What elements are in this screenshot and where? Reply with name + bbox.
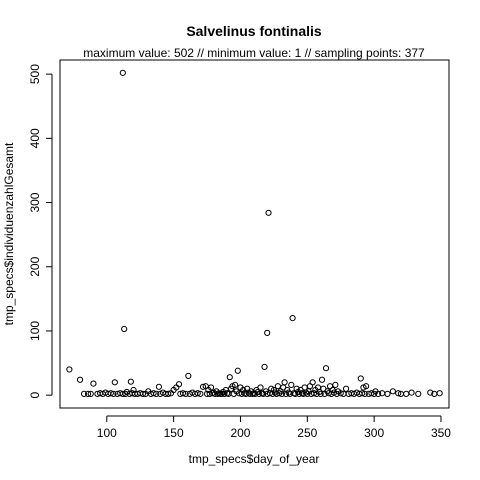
data-point xyxy=(318,376,326,383)
data-point xyxy=(127,378,134,385)
x-tick-label: 300 xyxy=(364,426,384,440)
data-point xyxy=(150,390,157,397)
data-point xyxy=(207,384,215,391)
data-point xyxy=(139,390,146,397)
data-point xyxy=(278,390,286,397)
x-tick-label: 150 xyxy=(164,426,184,440)
data-point xyxy=(90,380,97,387)
data-point xyxy=(185,372,192,379)
data-point xyxy=(66,366,73,373)
data-point xyxy=(274,383,281,390)
data-point xyxy=(110,390,117,397)
data-point xyxy=(389,388,396,395)
data-point xyxy=(179,390,187,397)
data-point xyxy=(289,315,296,322)
data-point xyxy=(76,376,84,383)
data-point xyxy=(199,383,207,390)
y-tick-label: 200 xyxy=(28,256,42,276)
y-tick-label: 0 xyxy=(28,392,42,399)
data-point xyxy=(359,390,366,397)
data-point xyxy=(234,367,241,374)
data-point xyxy=(288,381,295,388)
data-point xyxy=(257,384,264,391)
data-points xyxy=(66,69,443,397)
data-point xyxy=(221,390,228,397)
data-point xyxy=(309,379,316,386)
x-tick-label: 200 xyxy=(230,426,250,440)
x-axis: 100 150 200 250 300 350 xyxy=(97,415,451,440)
data-point xyxy=(296,390,303,397)
data-point xyxy=(408,389,415,396)
data-point xyxy=(107,390,114,397)
data-point xyxy=(322,365,330,372)
data-point xyxy=(130,386,137,394)
data-point xyxy=(384,390,391,397)
data-point xyxy=(337,390,344,397)
data-point xyxy=(332,381,339,388)
data-point xyxy=(175,381,183,388)
y-tick-label: 100 xyxy=(28,321,42,341)
y-axis-label: tmp_specs$individuenzahlGesamt xyxy=(2,142,16,325)
data-point xyxy=(256,390,263,397)
x-tick-label: 100 xyxy=(97,426,117,440)
y-axis: 0 100 200 300 400 500 xyxy=(28,64,53,399)
data-point xyxy=(153,390,160,397)
data-point xyxy=(165,390,172,397)
data-point xyxy=(265,209,272,216)
data-point xyxy=(238,390,245,397)
y-tick-label: 500 xyxy=(28,64,42,84)
data-point xyxy=(194,390,201,397)
data-point xyxy=(87,390,94,397)
data-point xyxy=(357,375,364,382)
data-point xyxy=(155,383,163,390)
data-point xyxy=(375,390,382,397)
data-point xyxy=(119,69,126,76)
data-point xyxy=(264,329,271,336)
data-point xyxy=(427,389,434,396)
data-point xyxy=(415,390,422,397)
data-point xyxy=(182,390,189,397)
data-point xyxy=(232,381,239,388)
data-point xyxy=(226,374,233,381)
data-point xyxy=(84,390,92,397)
chart-subtitle: maximum value: 502 // minimum value: 1 /… xyxy=(83,46,425,60)
data-point xyxy=(261,363,268,371)
data-point xyxy=(395,390,402,397)
plot-frame xyxy=(59,59,450,409)
data-point xyxy=(281,379,288,386)
data-point xyxy=(80,390,88,397)
data-point xyxy=(436,390,443,397)
data-point xyxy=(197,390,204,397)
x-tick-label: 350 xyxy=(431,426,451,440)
y-tick-label: 400 xyxy=(28,128,42,148)
data-point xyxy=(121,325,128,333)
data-point xyxy=(293,385,300,392)
data-point xyxy=(111,379,118,386)
data-point xyxy=(403,390,410,397)
x-axis-label: tmp_specs$day_of_year xyxy=(189,452,320,466)
data-point xyxy=(342,385,350,392)
x-tick-label: 250 xyxy=(297,426,317,440)
y-tick-label: 300 xyxy=(28,192,42,212)
data-point xyxy=(317,390,324,397)
chart-title: Salvelinus fontinalis xyxy=(186,23,322,39)
data-point xyxy=(361,390,368,397)
data-point xyxy=(363,383,370,390)
